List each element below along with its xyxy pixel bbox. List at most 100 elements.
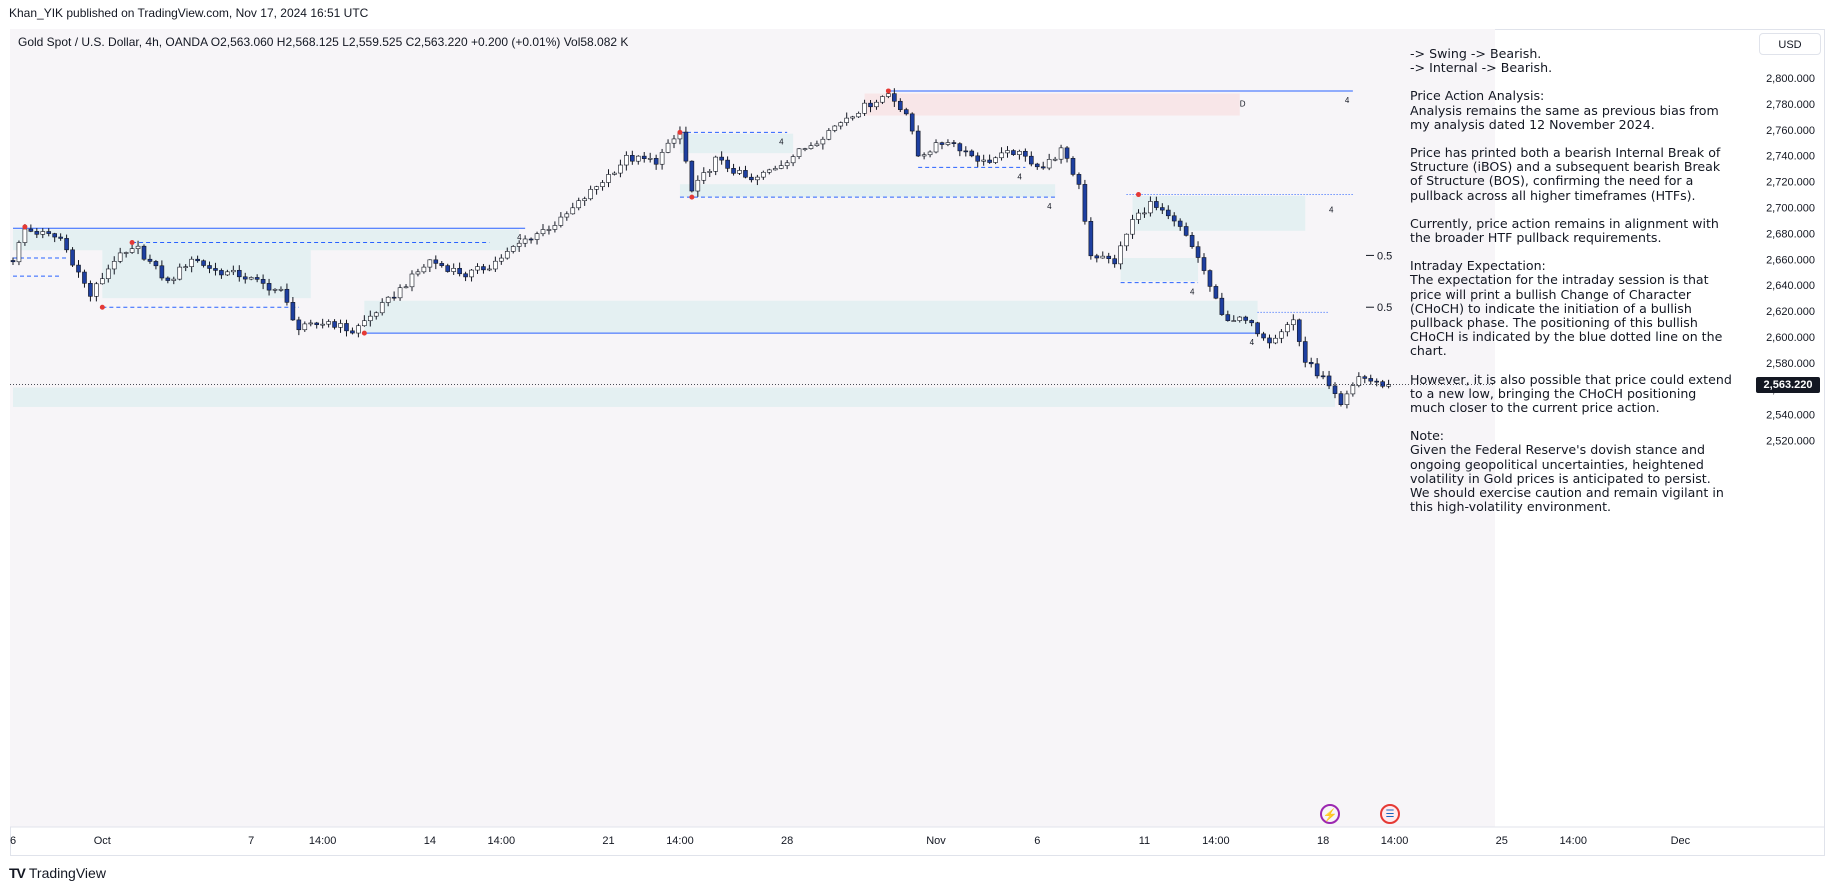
analysis-paragraph: Intraday Expectation: The expectation for… xyxy=(1410,259,1732,359)
candle-body xyxy=(290,302,296,321)
candle-body xyxy=(457,268,462,275)
candle-body xyxy=(338,323,343,328)
x-tick-label: 14 xyxy=(424,835,436,847)
candle-body xyxy=(326,321,331,325)
plot-background xyxy=(10,29,1495,827)
analysis-line: Note: xyxy=(1410,428,1445,444)
candle-body xyxy=(1183,226,1189,236)
candle-body xyxy=(379,302,385,314)
candle-body xyxy=(665,142,671,153)
analysis-line: Currently, price action remains in align… xyxy=(1410,215,1719,246)
candle-body xyxy=(1279,331,1284,339)
candle-body xyxy=(1225,314,1231,321)
candle-body xyxy=(52,233,57,238)
demand-zone xyxy=(364,300,1258,334)
candle-body xyxy=(1058,147,1064,160)
price-chart[interactable]: 4 4 4 4 4 4 4 D 4 0.5 0.5 2,800.000 2,780.000 2,760.0… xyxy=(10,29,1825,856)
structure-label: 4 xyxy=(1017,172,1022,181)
candle-body xyxy=(659,152,665,165)
candle-body xyxy=(784,162,790,166)
candle-body xyxy=(850,116,855,119)
y-tick-label: 2,580.000 xyxy=(1766,358,1815,370)
candle-body xyxy=(403,286,409,289)
y-tick-label: 2,740.000 xyxy=(1766,151,1815,163)
x-tick-label: 14:00 xyxy=(488,835,516,847)
candle-body xyxy=(719,156,724,161)
candle-body xyxy=(880,96,885,103)
candle-body xyxy=(236,269,242,278)
x-tick-label: 14:00 xyxy=(309,835,337,847)
candle-body xyxy=(1308,362,1314,365)
current-price-label: 2,563.220 xyxy=(1756,376,1820,393)
fib-label: 0.5 xyxy=(1377,302,1392,314)
candle-body xyxy=(606,174,611,183)
analysis-paragraph: -> Swing -> Bearish. -> Internal -> Beari… xyxy=(1410,46,1732,75)
candle-body xyxy=(415,271,421,275)
candle-body xyxy=(903,109,909,115)
candle-body xyxy=(1100,255,1106,259)
candle-body xyxy=(618,164,623,174)
structure-label: 4 xyxy=(517,233,522,242)
candle-body xyxy=(76,264,81,273)
currency-selector[interactable]: USD xyxy=(1759,33,1821,55)
analysis-paragraph: Price has printed both a bearish Interna… xyxy=(1410,145,1732,203)
candle-body xyxy=(64,238,69,251)
candle-body xyxy=(939,142,945,145)
candle-body xyxy=(254,277,260,280)
supply-zone xyxy=(864,93,1240,116)
candle-body xyxy=(630,155,635,162)
structure-label: 4 xyxy=(1250,338,1255,347)
candle-body xyxy=(1094,255,1100,259)
candle-body xyxy=(933,142,939,153)
candle-body xyxy=(790,156,796,164)
candle-body xyxy=(1034,163,1040,168)
candle-body xyxy=(582,198,587,202)
candle-body xyxy=(475,266,480,271)
candle-body xyxy=(552,225,558,230)
x-tick-label: 14:00 xyxy=(666,835,694,847)
candle-body xyxy=(540,229,546,235)
candle-body xyxy=(439,263,445,266)
candle-body xyxy=(88,283,93,297)
candle-body xyxy=(22,228,28,243)
tv-logo-icon: TV xyxy=(9,865,26,881)
analysis-paragraph: Price Action Analysis: Analysis remains t… xyxy=(1410,89,1732,132)
analysis-paragraph: Currently, price action remains in align… xyxy=(1410,215,1732,246)
candle-body xyxy=(522,238,528,244)
y-tick-label: 2,600.000 xyxy=(1766,332,1815,344)
candle-body xyxy=(1332,385,1338,394)
analysis-line: Price Action Analysis: xyxy=(1410,88,1545,104)
x-tick-label: 6 xyxy=(10,835,16,847)
swing-point xyxy=(689,194,695,200)
candle-body xyxy=(1326,375,1332,387)
candle-body xyxy=(1255,322,1260,335)
candle-body xyxy=(761,171,766,178)
candle-body xyxy=(105,268,111,279)
candle-body xyxy=(177,266,183,280)
tradingview-logo[interactable]: TV TradingView xyxy=(9,865,106,881)
candle-body xyxy=(499,257,504,262)
candle-body xyxy=(844,117,850,123)
candle-body xyxy=(957,143,963,152)
candle-body xyxy=(510,246,516,252)
candle-body xyxy=(213,268,218,271)
candle-body xyxy=(266,283,272,291)
swing-point xyxy=(1135,192,1141,198)
candle-body xyxy=(951,142,957,144)
lightning-icon[interactable]: ⚡ xyxy=(1320,804,1340,824)
candle-body xyxy=(189,258,194,267)
candle-body xyxy=(969,150,975,157)
candle-body xyxy=(1195,246,1201,258)
candle-body xyxy=(219,270,224,276)
candle-body xyxy=(999,152,1004,159)
candle-body xyxy=(737,170,742,174)
analysis-notes: -> Swing -> Bearish. -> Internal -> Beari… xyxy=(1410,46,1732,528)
us-flag-icon[interactable]: ☰ xyxy=(1380,804,1400,824)
candle-body xyxy=(868,102,873,108)
candle-body xyxy=(1142,212,1147,215)
candle-body xyxy=(1296,319,1302,342)
candle-body xyxy=(207,265,212,269)
structure-label: 4 xyxy=(1190,288,1195,297)
candle-body xyxy=(945,142,951,145)
candle-body xyxy=(231,269,236,273)
